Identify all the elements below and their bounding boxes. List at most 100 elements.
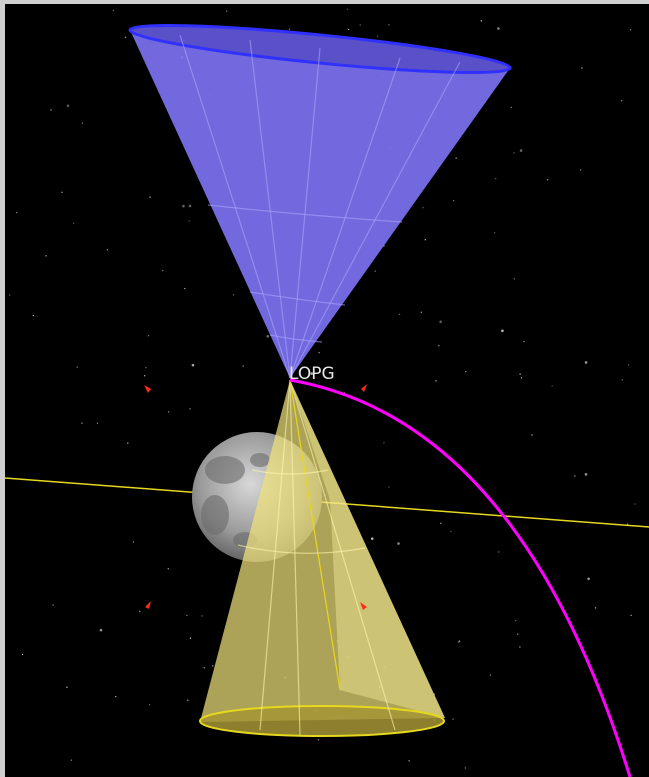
star <box>167 568 169 570</box>
star <box>408 760 410 762</box>
star <box>61 191 63 193</box>
star <box>347 28 350 31</box>
star <box>374 270 376 272</box>
star <box>167 411 170 413</box>
star <box>15 211 18 214</box>
star <box>143 375 146 377</box>
star <box>124 36 127 38</box>
star <box>513 278 515 280</box>
star <box>147 335 150 337</box>
star <box>621 379 623 381</box>
star <box>497 27 500 30</box>
star <box>452 718 454 720</box>
yellow-cone-line <box>289 379 396 731</box>
yellow-cone-edge <box>289 379 341 691</box>
star <box>465 370 467 373</box>
star <box>132 541 135 543</box>
blue-cone-ring <box>207 204 403 223</box>
star <box>420 311 423 313</box>
star <box>106 249 109 251</box>
star <box>626 523 629 525</box>
yellow-cone-body <box>200 380 445 722</box>
star <box>182 204 185 208</box>
star <box>21 653 24 656</box>
star <box>514 619 517 622</box>
star <box>52 604 54 606</box>
star <box>510 106 512 109</box>
star <box>203 667 205 669</box>
star <box>72 222 75 224</box>
star <box>584 361 588 364</box>
yellow-cone-rim <box>199 705 445 737</box>
star <box>574 475 576 477</box>
star <box>317 739 320 741</box>
markers <box>144 384 367 610</box>
star <box>440 522 442 525</box>
object-label: LOPG <box>289 364 335 384</box>
star <box>494 177 497 180</box>
star <box>464 767 466 769</box>
star <box>148 703 151 706</box>
star <box>519 373 521 375</box>
star <box>81 422 83 424</box>
blue-cone-line <box>179 34 291 379</box>
yellow-cone-line <box>289 379 301 736</box>
star <box>187 699 189 701</box>
star <box>422 206 424 209</box>
star <box>398 313 401 316</box>
star <box>45 255 47 257</box>
star <box>189 637 192 639</box>
star <box>201 615 203 617</box>
marker <box>144 385 151 393</box>
star <box>359 24 361 26</box>
star <box>457 641 460 643</box>
star <box>377 35 379 38</box>
star <box>546 178 549 181</box>
blue-cone-ring <box>249 291 346 306</box>
star <box>188 204 192 208</box>
star <box>50 109 52 111</box>
star <box>232 294 235 296</box>
frame-top <box>0 0 649 4</box>
star <box>494 232 496 234</box>
star <box>318 351 320 354</box>
marker <box>145 601 151 609</box>
moon-crater <box>205 456 245 484</box>
star <box>628 364 630 366</box>
moon-crater <box>201 495 229 535</box>
star <box>161 269 164 272</box>
star <box>266 334 270 338</box>
star <box>424 239 426 241</box>
star <box>435 380 437 382</box>
star <box>594 607 597 609</box>
star <box>630 614 632 617</box>
star <box>517 633 519 635</box>
star <box>458 640 461 642</box>
star <box>383 442 385 444</box>
star <box>189 408 191 410</box>
star <box>551 385 553 387</box>
star <box>439 320 442 324</box>
star <box>139 610 141 613</box>
star <box>212 665 214 667</box>
star <box>388 486 390 488</box>
marker <box>361 384 367 392</box>
marker <box>360 602 367 610</box>
star <box>489 674 492 676</box>
star <box>531 434 533 436</box>
trajectory <box>289 378 632 777</box>
star <box>621 100 623 102</box>
star <box>191 363 195 367</box>
star <box>96 422 99 424</box>
frame-left <box>0 0 5 777</box>
star <box>184 287 186 290</box>
blue-cone-line <box>289 47 321 379</box>
star <box>81 122 84 124</box>
star <box>76 366 78 368</box>
star <box>634 503 636 505</box>
star <box>145 366 147 369</box>
yellow-cone-ring <box>237 544 366 554</box>
star <box>388 24 390 26</box>
